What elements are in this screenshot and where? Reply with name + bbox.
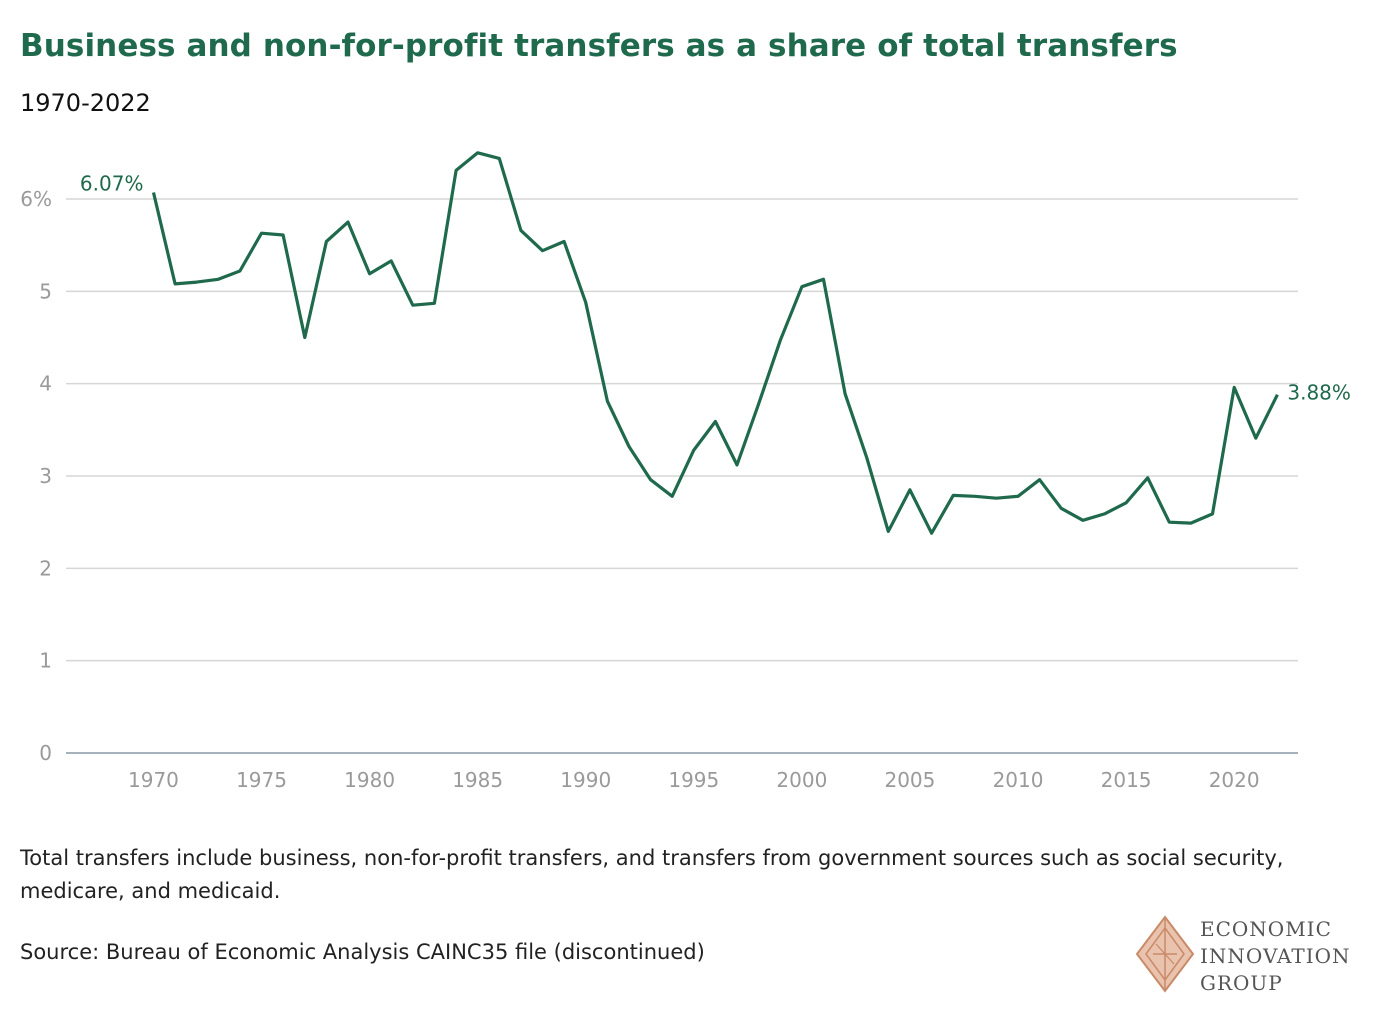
- y-tick-label: 0: [39, 741, 52, 765]
- x-tick-label: 2000: [776, 768, 827, 792]
- logo-wordmark: ECONOMIC INNOVATION GROUP: [1200, 916, 1351, 997]
- end-value-label: 3.88%: [1287, 381, 1351, 405]
- x-axis-ticks: 1970 1975 1980 1985 1990 1995 2000 2005 2010 2015…: [128, 768, 1260, 792]
- grid-lines: [66, 198, 1298, 662]
- x-tick-label: 1990: [560, 768, 611, 792]
- chart-title: Business and non-for-profit transfers as…: [20, 28, 1178, 64]
- diamond-logo-icon: [1135, 915, 1195, 993]
- footnote: Total transfers include business, non-fo…: [20, 846, 1284, 903]
- y-tick-label: 4: [39, 372, 52, 396]
- y-tick-label: 2: [39, 556, 52, 580]
- logo-line-3: GROUP: [1200, 971, 1283, 995]
- start-value-label: 6.07%: [80, 172, 144, 196]
- series-line: [151, 151, 1279, 535]
- y-axis-ticks: 0 1 2 3 4 5 6%: [20, 187, 52, 765]
- y-tick-label: 5: [39, 279, 52, 303]
- x-tick-label: 2005: [884, 768, 935, 792]
- x-tick-label: 2015: [1101, 768, 1152, 792]
- annotation-layer: 6.07% 3.88%: [80, 172, 1351, 405]
- x-tick-label: 1970: [128, 768, 179, 792]
- line-chart: 0 1 2 3 4 5 6% 1970 1975 1980 1985 1990 1995 2000 200…: [20, 151, 1351, 792]
- x-tick-label: 2020: [1209, 768, 1260, 792]
- source-note: Source: Bureau of Economic Analysis CAIN…: [20, 940, 705, 964]
- y-tick-label: 3: [39, 464, 52, 488]
- x-tick-label: 1985: [452, 768, 503, 792]
- eig-logo: ECONOMIC INNOVATION GROUP: [1134, 912, 1364, 996]
- logo-line-1: ECONOMIC: [1200, 917, 1332, 941]
- x-tick-label: 1995: [668, 768, 719, 792]
- x-tick-label: 1980: [344, 768, 395, 792]
- series-layer: [151, 151, 1279, 535]
- x-tick-label: 2010: [993, 768, 1044, 792]
- y-tick-label: 6%: [20, 187, 52, 211]
- x-tick-label: 1975: [236, 768, 287, 792]
- logo-line-2: INNOVATION: [1200, 944, 1351, 968]
- y-tick-label: 1: [39, 649, 52, 673]
- chart-subtitle: 1970-2022: [20, 89, 151, 117]
